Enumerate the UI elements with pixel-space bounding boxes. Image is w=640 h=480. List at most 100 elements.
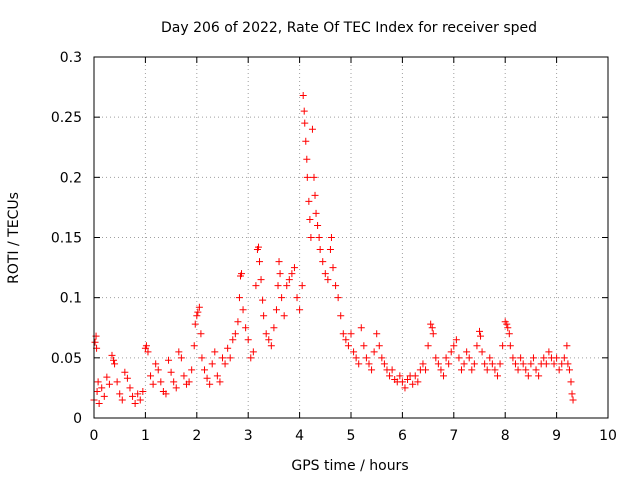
data-point-marker (509, 354, 517, 362)
data-point-marker (493, 372, 501, 380)
y-tick-label: 0 (73, 411, 82, 427)
data-point-marker (375, 342, 383, 350)
data-point-marker (123, 374, 131, 382)
data-point-marker (424, 342, 432, 350)
y-tick-label: 0.1 (60, 291, 82, 307)
y-tick-label: 0.05 (51, 351, 82, 367)
data-point-marker (98, 384, 106, 392)
data-point-marker (560, 354, 568, 362)
data-point-marker (190, 342, 198, 350)
data-point-marker (308, 125, 316, 133)
data-point-marker (396, 372, 404, 380)
data-point-marker (511, 360, 519, 368)
data-point-marker (437, 366, 445, 374)
data-point-marker (239, 306, 247, 314)
data-point-marker (321, 270, 329, 278)
data-point-marker (569, 396, 577, 404)
data-point-marker (465, 354, 473, 362)
data-point-marker (299, 92, 307, 100)
data-point-marker (162, 390, 170, 398)
data-point-marker (229, 336, 237, 344)
data-point-marker (332, 282, 340, 290)
data-point-marker (118, 396, 126, 404)
data-point-marker (274, 282, 282, 290)
data-point-marker (434, 360, 442, 368)
data-point-marker (275, 258, 283, 266)
data-point-marker (278, 294, 286, 302)
data-point-marker (355, 360, 363, 368)
data-point-marker (131, 400, 139, 408)
data-point-marker (445, 360, 453, 368)
data-point-marker (558, 360, 566, 368)
data-point-marker (121, 368, 129, 376)
data-point-marker (288, 270, 296, 278)
x-tick-label: 5 (347, 428, 356, 444)
data-point-marker (555, 366, 563, 374)
data-point-marker (235, 294, 243, 302)
data-point-marker (152, 360, 160, 368)
data-point-marker (126, 384, 134, 392)
data-point-marker (213, 372, 221, 380)
data-point-marker (565, 366, 573, 374)
data-point-marker (157, 378, 165, 386)
data-point-marker (226, 354, 234, 362)
data-point-marker (265, 336, 273, 344)
data-point-marker (440, 372, 448, 380)
data-point-marker (252, 282, 260, 290)
data-point-marker (149, 380, 157, 388)
data-point-marker (306, 215, 314, 223)
data-point-marker (517, 354, 525, 362)
data-point-marker (553, 354, 561, 362)
data-point-marker (267, 342, 275, 350)
data-point-marker (398, 378, 406, 386)
data-point-marker (175, 348, 183, 356)
x-axis-title: GPS time / hours (291, 458, 408, 474)
data-point-marker (401, 384, 409, 392)
data-point-marker (170, 378, 178, 386)
data-point-marker (488, 360, 496, 368)
data-point-marker (154, 366, 162, 374)
data-point-marker (194, 308, 202, 316)
data-point-marker (506, 342, 514, 350)
data-point-marker (352, 354, 360, 362)
data-point-marker (144, 348, 152, 356)
data-point-marker (529, 354, 537, 362)
data-point-marker (540, 354, 548, 362)
data-point-marker (324, 276, 332, 284)
data-point-marker (378, 354, 386, 362)
data-point-marker (314, 221, 322, 229)
data-point-marker (432, 354, 440, 362)
x-tick-label: 4 (295, 428, 304, 444)
x-tick-labels: 0 1 2 3 4 5 6 7 8 9 10 (90, 428, 617, 444)
data-point-marker (388, 366, 396, 374)
x-tick-label: 2 (192, 428, 201, 444)
data-point-marker (108, 351, 116, 359)
data-point-marker (238, 270, 246, 278)
data-point-marker (103, 373, 111, 381)
data-point-marker (276, 270, 284, 278)
data-point-marker (419, 360, 427, 368)
data-point-marker (368, 366, 376, 374)
data-point-marker (427, 320, 435, 328)
data-point-marker (327, 234, 335, 241)
data-point-marker (315, 234, 323, 241)
data-point-marker (478, 348, 486, 356)
x-tick-label: 9 (552, 428, 561, 444)
data-point-marker (296, 306, 304, 314)
data-point-marker (503, 320, 511, 328)
data-point-marker (280, 312, 288, 320)
data-point-marker (95, 400, 103, 408)
data-point-marker (113, 378, 121, 386)
data-point-marker (191, 320, 199, 328)
data-point-marker (254, 243, 262, 251)
y-tick-label: 0.2 (60, 170, 82, 186)
data-point-marker (290, 264, 298, 272)
data-point-marker (339, 330, 347, 338)
data-point-marker (93, 388, 101, 396)
y-axis-title: ROTI / TECUs (6, 192, 22, 284)
data-point-marker (270, 324, 278, 332)
data-point-marker (473, 342, 481, 350)
data-point-marker (522, 366, 530, 374)
data-point-marker (249, 348, 257, 356)
data-point-marker (350, 348, 358, 356)
